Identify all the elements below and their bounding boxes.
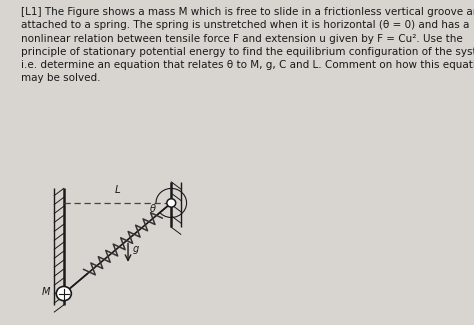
- Text: g: g: [133, 244, 139, 254]
- Circle shape: [167, 199, 176, 207]
- Text: M: M: [42, 287, 50, 297]
- Text: [L1] The Figure shows a mass M which is free to slide in a frictionless vertical: [L1] The Figure shows a mass M which is …: [21, 7, 474, 83]
- Circle shape: [56, 286, 71, 301]
- Text: θ: θ: [149, 204, 155, 214]
- Text: L: L: [115, 185, 120, 195]
